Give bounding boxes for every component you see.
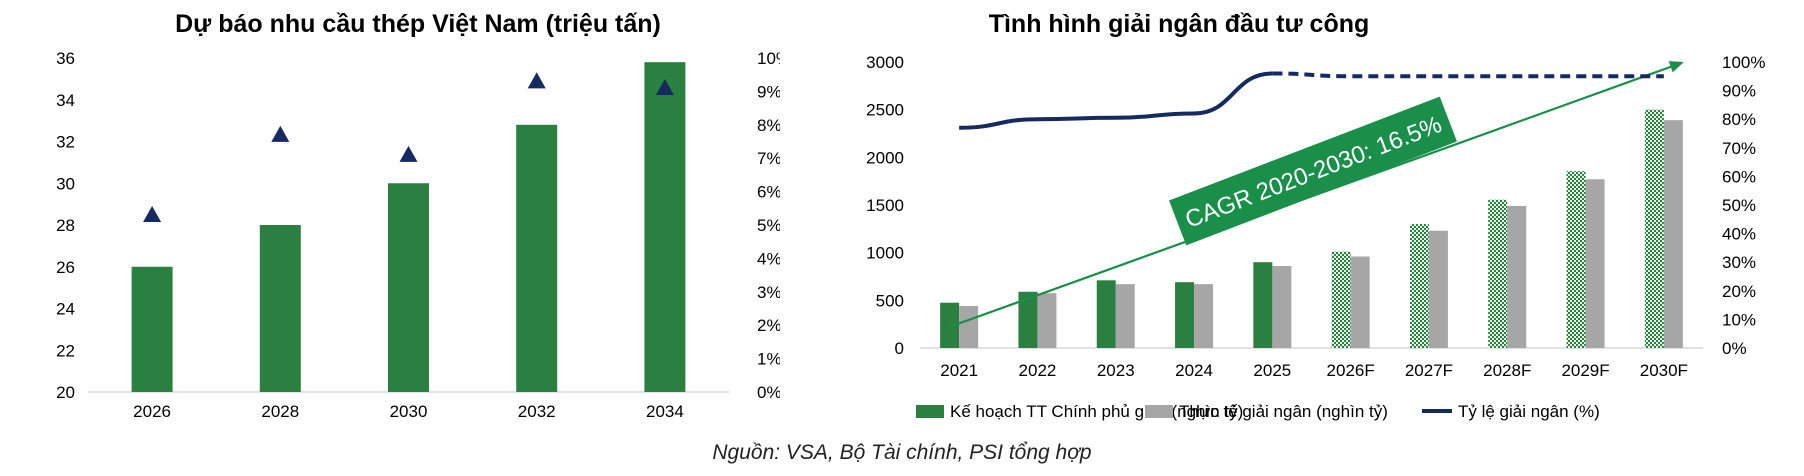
public-investment-chart: Tình hình giải ngân đầu tư công 0 500 1000… xyxy=(866,10,1765,421)
x-tick-label: 2026 xyxy=(133,402,171,421)
bar-plan xyxy=(940,302,960,348)
bar-plan xyxy=(1331,251,1351,348)
y-tick-label: 36 xyxy=(56,49,75,68)
y2-tick-label: 2% xyxy=(757,316,780,335)
x-tick-label: 2027F xyxy=(1405,361,1453,380)
x-tick-label: 2032 xyxy=(518,402,556,421)
bar-plan xyxy=(1175,282,1195,348)
y2-tick-label: 50% xyxy=(1722,196,1756,215)
bar-actual xyxy=(1507,205,1527,348)
legend-label: Tỷ lệ giải ngân (%) xyxy=(1458,402,1600,421)
y2-tick-label: 4% xyxy=(757,249,780,268)
y2-tick-label: 10% xyxy=(757,49,780,68)
y2-tick-label: 5% xyxy=(757,216,780,235)
x-tick-label: 2029F xyxy=(1561,361,1609,380)
y2-tick-label: 6% xyxy=(757,183,780,202)
x-tick-label: 2022 xyxy=(1019,361,1057,380)
bar xyxy=(644,62,686,393)
y2-tick-label: 30% xyxy=(1722,253,1756,272)
bar xyxy=(259,225,301,392)
bar-actual xyxy=(1350,256,1370,348)
trend-arrow-head xyxy=(1668,61,1684,73)
y-tick-label: 500 xyxy=(876,291,904,310)
y2-tick-label: 3% xyxy=(757,283,780,302)
triangle-marker xyxy=(271,125,290,142)
triangle-marker xyxy=(399,145,418,162)
y2-tick-label: 9% xyxy=(757,82,780,101)
bar-plan xyxy=(1253,262,1273,348)
bar-actual xyxy=(1194,284,1214,348)
bar-plan xyxy=(1566,171,1586,348)
cagr-badge-label: CAGR 2020-2030: 16.5% xyxy=(1182,111,1446,234)
y2-tick-label: 0% xyxy=(1722,339,1747,358)
x-tick-label: 2021 xyxy=(940,361,978,380)
y2-tick-label: 70% xyxy=(1722,139,1756,158)
y-tick-label: 30 xyxy=(56,174,75,193)
y-tick-label: 32 xyxy=(56,133,75,152)
triangle-marker xyxy=(527,72,546,89)
x-tick-label: 2025 xyxy=(1253,361,1291,380)
bar-actual xyxy=(1037,293,1057,348)
x-tick-label: 2028 xyxy=(261,402,299,421)
y-tick-label: 34 xyxy=(56,91,75,110)
y-tick-label: 24 xyxy=(56,300,75,319)
y-tick-label: 2500 xyxy=(866,101,904,120)
x-tick-label: 2028F xyxy=(1483,361,1531,380)
y-tick-label: 26 xyxy=(56,258,75,277)
y2-tick-label: 8% xyxy=(757,116,780,135)
bar-actual xyxy=(1585,179,1605,348)
bar-plan xyxy=(1409,224,1429,348)
y-tick-label: 0 xyxy=(895,339,904,358)
y2-tick-label: 10% xyxy=(1722,310,1756,329)
y-tick-label: 20 xyxy=(56,383,75,402)
y-tick-label: 28 xyxy=(56,216,75,235)
bar-actual xyxy=(1428,230,1448,348)
y-tick-label: 2000 xyxy=(866,148,904,167)
bar-plan xyxy=(1644,109,1664,349)
line-series-rate-forecast xyxy=(1272,71,1664,79)
triangle-marker xyxy=(655,79,674,96)
x-tick-label: 2030 xyxy=(390,402,428,421)
cagr-badge-box xyxy=(1169,96,1457,246)
triangle-marker xyxy=(143,205,162,222)
y2-tick-label: 20% xyxy=(1722,282,1756,301)
bar xyxy=(388,183,429,392)
y2-tick-label: 40% xyxy=(1722,225,1756,244)
bar-plan xyxy=(1018,291,1038,348)
bar xyxy=(516,124,558,393)
y2-tick-label: 7% xyxy=(757,149,780,168)
x-tick-label: 2024 xyxy=(1175,361,1213,380)
steel-demand-chart: Dự báo nhu cầu thép Việt Nam (triệu tấn)… xyxy=(56,10,780,421)
y2-tick-label: 0% xyxy=(757,383,780,402)
bar-plan xyxy=(1096,280,1116,348)
y-tick-label: 3000 xyxy=(866,53,904,72)
y2-tick-label: 90% xyxy=(1722,82,1756,101)
x-tick-label: 2030F xyxy=(1640,361,1688,380)
chart-title: Dự báo nhu cầu thép Việt Nam (triệu tấn) xyxy=(175,10,661,38)
bar-actual xyxy=(1272,266,1292,348)
y-tick-label: 1500 xyxy=(866,196,904,215)
source-note: Nguồn: VSA, Bộ Tài chính, PSI tổng hợp xyxy=(712,441,1092,464)
chart-title: Tình hình giải ngân đầu tư công xyxy=(989,10,1370,38)
cagr-badge: CAGR 2020-2030: 16.5% xyxy=(1169,96,1457,246)
y2-tick-label: 80% xyxy=(1722,110,1756,129)
bar-actual xyxy=(1115,284,1135,348)
bar-actual xyxy=(1663,120,1683,348)
x-tick-label: 2026F xyxy=(1327,361,1375,380)
line-series-rate xyxy=(959,71,1273,130)
bar-plan xyxy=(1488,199,1508,348)
legend-swatch-plan xyxy=(916,405,944,418)
y-tick-label: 1000 xyxy=(866,244,904,263)
bar xyxy=(131,266,173,392)
y2-tick-label: 100% xyxy=(1722,53,1765,72)
y2-tick-label: 1% xyxy=(757,350,780,369)
bar-actual xyxy=(959,306,979,348)
x-tick-label: 2034 xyxy=(646,402,684,421)
x-tick-label: 2023 xyxy=(1097,361,1135,380)
y2-tick-label: 60% xyxy=(1722,167,1756,186)
legend-swatch-actual xyxy=(1145,405,1173,418)
legend-label: Thực tế giải ngân (nghìn tỷ) xyxy=(1179,402,1388,421)
y-tick-label: 22 xyxy=(56,341,75,360)
